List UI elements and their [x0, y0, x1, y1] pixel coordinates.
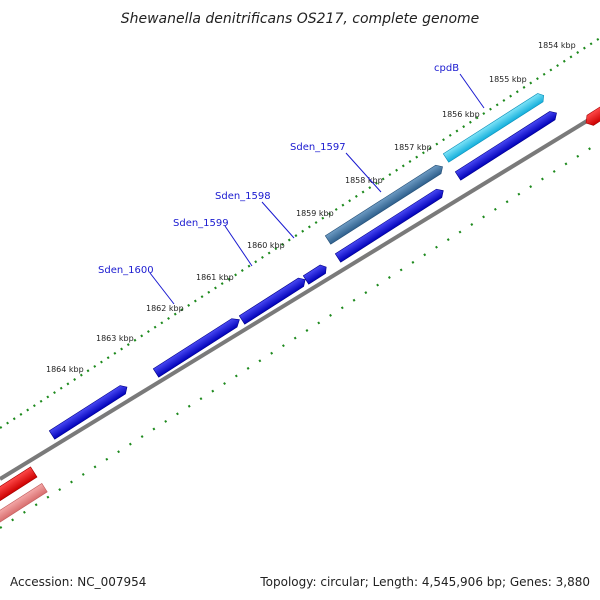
- gene-label-Sden_1599[interactable]: Sden_1599: [173, 218, 229, 229]
- gene-labels: cpdB Sden_1597 Sden_1598 Sden_1599 Sden_…: [98, 63, 459, 276]
- gene-arrow-Sden_1600[interactable]: [152, 315, 242, 378]
- kbp-label-1860: 1860 kbp: [247, 241, 285, 250]
- leader-Sden_1599: [224, 225, 253, 267]
- kbp-label-1861: 1861 kbp: [196, 273, 234, 282]
- gene-label-leaders: [149, 73, 485, 305]
- kbp-label-1859: 1859 kbp: [296, 209, 334, 218]
- kbp-label-1856: 1856 kbp: [442, 110, 480, 119]
- kbp-label-1854: 1854 kbp: [538, 41, 576, 50]
- feature-pink-left[interactable]: [0, 483, 48, 525]
- leader-Sden_1600: [149, 272, 175, 305]
- gene-arrow-Sden_1598[interactable]: [334, 186, 446, 263]
- kbp-labels: 1854 kbp 1855 kbp 1856 kbp 1857 kbp 1858…: [46, 41, 576, 374]
- genome-backbone: [0, 111, 600, 481]
- kbp-label-1857: 1857 kbp: [394, 143, 432, 152]
- gene-arrow-top-right[interactable]: [454, 109, 559, 181]
- map-title: Shewanella denitrificans OS217, complete…: [121, 11, 480, 27]
- gene-label-Sden_1600[interactable]: Sden_1600: [98, 265, 154, 276]
- outer-tick-ruler: [0, 37, 600, 429]
- feature-red-right[interactable]: [583, 101, 600, 128]
- inner-tick-ruler: [0, 141, 600, 529]
- feature-red-left[interactable]: [0, 466, 38, 506]
- gene-label-Sden_1597[interactable]: Sden_1597: [290, 142, 346, 153]
- gene-arrow-left[interactable]: [48, 383, 129, 440]
- kbp-label-1863: 1863 kbp: [96, 334, 134, 343]
- gene-arrow-Sden_1599[interactable]: [238, 275, 308, 325]
- gene-label-cpdB[interactable]: cpdB: [434, 63, 459, 74]
- kbp-label-1858: 1858 kbp: [345, 176, 383, 185]
- kbp-label-1864: 1864 kbp: [46, 365, 84, 374]
- genome-summary-text: Topology: circular; Length: 4,545,906 bp…: [259, 575, 590, 589]
- gene-arrow-Sden_1597[interactable]: [324, 163, 445, 245]
- kbp-label-1862: 1862 kbp: [146, 304, 184, 313]
- kbp-label-1855: 1855 kbp: [489, 75, 527, 84]
- gene-features: [0, 91, 600, 525]
- gene-arrow-small[interactable]: [302, 263, 329, 285]
- leader-Sden_1597: [345, 152, 382, 193]
- leader-cpdB: [459, 73, 485, 109]
- leader-Sden_1598: [261, 201, 295, 239]
- accession-text: Accession: NC_007954: [10, 575, 146, 589]
- gene-arrow-cpdB[interactable]: [442, 91, 546, 163]
- gene-label-Sden_1598[interactable]: Sden_1598: [215, 191, 271, 202]
